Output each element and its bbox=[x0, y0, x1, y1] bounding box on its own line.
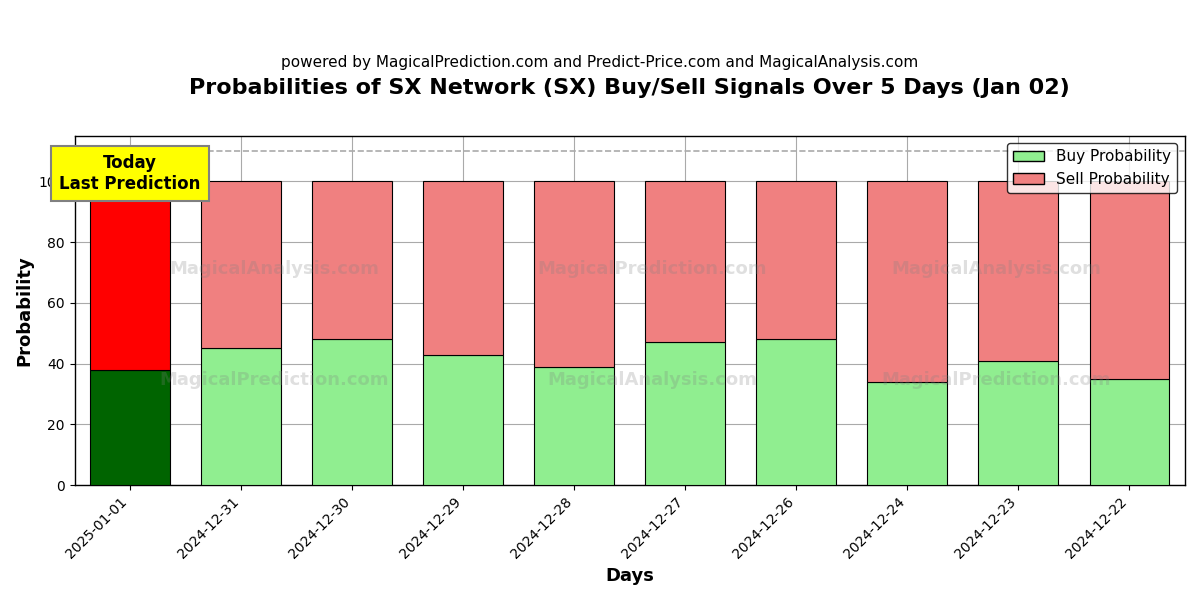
Text: MagicalPrediction.com: MagicalPrediction.com bbox=[160, 371, 389, 389]
Y-axis label: Probability: Probability bbox=[16, 255, 34, 366]
Legend: Buy Probability, Sell Probability: Buy Probability, Sell Probability bbox=[1007, 143, 1177, 193]
Bar bbox=[646, 181, 725, 343]
Text: MagicalAnalysis.com: MagicalAnalysis.com bbox=[547, 371, 757, 389]
Bar bbox=[868, 181, 947, 382]
Bar bbox=[202, 349, 281, 485]
Bar bbox=[1090, 181, 1170, 379]
Bar bbox=[978, 361, 1058, 485]
Bar bbox=[534, 181, 614, 367]
Text: MagicalPrediction.com: MagicalPrediction.com bbox=[882, 371, 1111, 389]
Bar bbox=[424, 181, 503, 355]
Bar bbox=[312, 181, 392, 340]
Bar bbox=[534, 367, 614, 485]
Bar bbox=[202, 181, 281, 349]
Bar bbox=[90, 370, 170, 485]
Bar bbox=[90, 181, 170, 370]
Bar bbox=[868, 382, 947, 485]
Bar bbox=[756, 181, 836, 340]
Bar bbox=[646, 343, 725, 485]
X-axis label: Days: Days bbox=[605, 567, 654, 585]
Text: MagicalAnalysis.com: MagicalAnalysis.com bbox=[169, 260, 379, 278]
Text: MagicalAnalysis.com: MagicalAnalysis.com bbox=[892, 260, 1102, 278]
Text: MagicalPrediction.com: MagicalPrediction.com bbox=[538, 260, 767, 278]
Text: Today
Last Prediction: Today Last Prediction bbox=[60, 154, 200, 193]
Bar bbox=[424, 355, 503, 485]
Bar bbox=[1090, 379, 1170, 485]
Bar bbox=[312, 340, 392, 485]
Bar bbox=[756, 340, 836, 485]
Bar bbox=[978, 181, 1058, 361]
Title: Probabilities of SX Network (SX) Buy/Sell Signals Over 5 Days (Jan 02): Probabilities of SX Network (SX) Buy/Sel… bbox=[190, 78, 1070, 98]
Text: powered by MagicalPrediction.com and Predict-Price.com and MagicalAnalysis.com: powered by MagicalPrediction.com and Pre… bbox=[281, 55, 919, 70]
